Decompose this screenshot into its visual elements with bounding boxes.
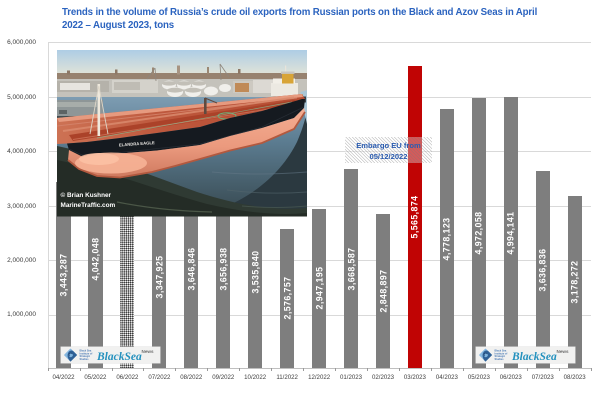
svg-text:Strategic: Strategic — [495, 355, 506, 358]
svg-text:Institute of: Institute of — [495, 352, 508, 355]
svg-text:ELANDRA EAGLE: ELANDRA EAGLE — [118, 140, 154, 148]
svg-text:Black Sea: Black Sea — [495, 349, 507, 352]
svg-text:Black Sea: Black Sea — [80, 349, 92, 352]
svg-text:BlackSea: BlackSea — [511, 351, 557, 363]
svg-text:MarineTraffic.com: MarineTraffic.com — [60, 202, 115, 209]
svg-text:Studies: Studies — [495, 358, 505, 361]
svg-text:Institute of: Institute of — [80, 352, 93, 355]
svg-text:© Brian Kushner: © Brian Kushner — [60, 191, 111, 199]
svg-text:News: News — [142, 349, 154, 354]
svg-text:Studies: Studies — [80, 358, 90, 361]
svg-text:BlackSea: BlackSea — [96, 351, 142, 363]
svg-text:News: News — [557, 349, 569, 354]
svg-text:Strategic: Strategic — [80, 355, 91, 358]
